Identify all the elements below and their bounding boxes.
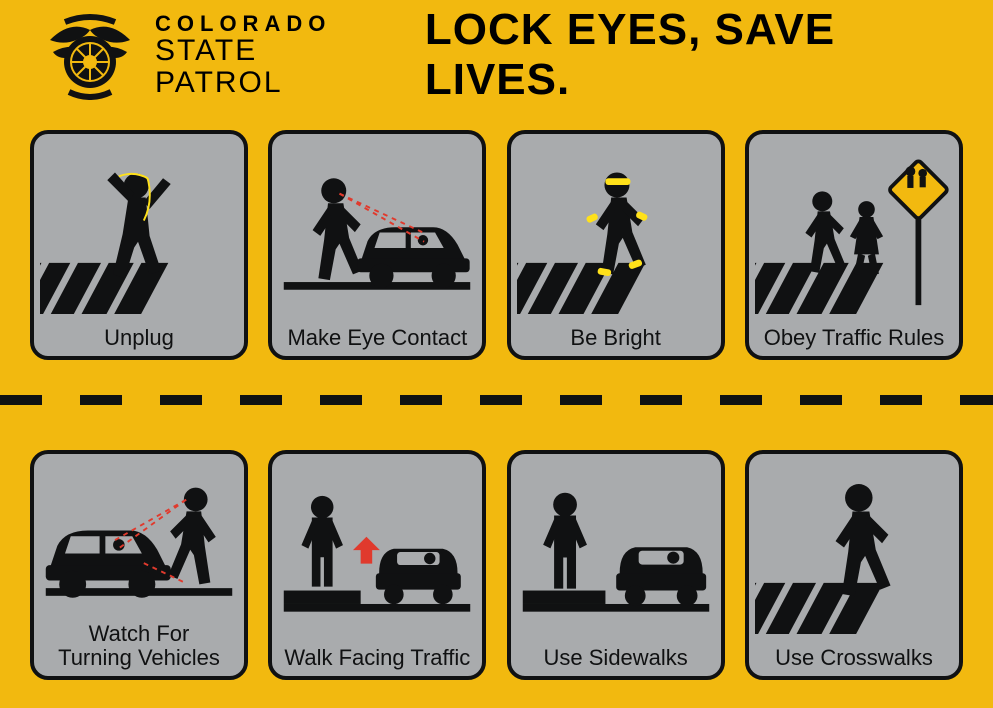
tile-label: Obey Traffic Rules: [764, 326, 945, 350]
tile-label: Use Sidewalks: [544, 646, 688, 670]
tile-unplug: Unplug: [30, 130, 248, 360]
header: COLORADO STATE PATROL LOCK EYES, SAVE LI…: [0, 0, 993, 110]
eye-contact-icon: [278, 142, 476, 326]
tile-crosswalks: Use Crosswalks: [745, 450, 963, 680]
be-bright-icon: [517, 142, 715, 326]
obey-rules-icon: [755, 142, 953, 326]
page: COLORADO STATE PATROL LOCK EYES, SAVE LI…: [0, 0, 993, 708]
tile-label: Be Bright: [570, 326, 661, 350]
tile-turning: Watch ForTurning Vehicles: [30, 450, 248, 680]
tile-be-bright: Be Bright: [507, 130, 725, 360]
tile-obey-rules: Obey Traffic Rules: [745, 130, 963, 360]
tiles-row-2: Watch ForTurning Vehicles Walk Facing Tr…: [30, 450, 963, 680]
brand-line1: COLORADO: [155, 12, 395, 35]
tile-label: Make Eye Contact: [287, 326, 467, 350]
tile-facing: Walk Facing Traffic: [268, 450, 486, 680]
csp-logo: [35, 10, 145, 100]
tile-label: Walk Facing Traffic: [284, 646, 470, 670]
tile-eye-contact: Make Eye Contact: [268, 130, 486, 360]
turning-icon: [40, 462, 238, 622]
sidewalks-icon: [517, 462, 715, 646]
unplug-icon: [40, 142, 238, 326]
tiles-row-1: Unplug Make Eye Contact Be Bright: [30, 130, 963, 360]
tile-label: Watch ForTurning Vehicles: [58, 622, 220, 670]
lane-dash: [0, 395, 993, 405]
tile-label: Use Crosswalks: [775, 646, 933, 670]
tile-sidewalks: Use Sidewalks: [507, 450, 725, 680]
brand-text: COLORADO STATE PATROL: [155, 12, 395, 98]
headline: LOCK EYES, SAVE LIVES.: [425, 5, 993, 105]
tile-label: Unplug: [104, 326, 174, 350]
facing-icon: [278, 462, 476, 646]
crosswalks-icon: [755, 462, 953, 646]
brand-line2: STATE PATROL: [155, 35, 395, 98]
